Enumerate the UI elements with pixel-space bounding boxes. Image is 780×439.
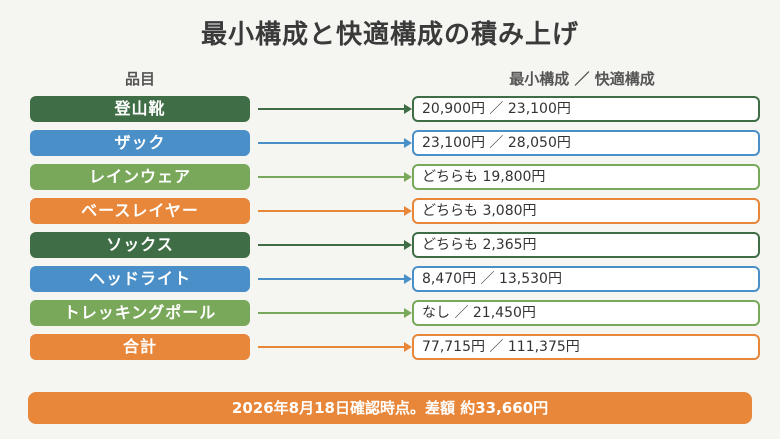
row-socks: ソックス どちらも 2,365円 (0, 232, 780, 258)
cost-value: 20,900円 ／ 23,100円 (412, 96, 760, 122)
item-label: トレッキングポール (30, 300, 250, 326)
arrow-connector (258, 104, 412, 114)
arrow-connector (258, 138, 412, 148)
cost-value: 8,470円 ／ 13,530円 (412, 266, 760, 292)
arrow-connector (258, 342, 412, 352)
cost-rows: 登山靴 20,900円 ／ 23,100円 ザック 23,100円 ／ 28,0… (0, 96, 780, 368)
row-headlight: ヘッドライト 8,470円 ／ 13,530円 (0, 266, 780, 292)
row-base-layer: ベースレイヤー どちらも 3,080円 (0, 198, 780, 224)
cost-value: 77,715円 ／ 111,375円 (412, 334, 760, 360)
item-label: ベースレイヤー (30, 198, 250, 224)
cost-value: 23,100円 ／ 28,050円 (412, 130, 760, 156)
cost-value: どちらも 2,365円 (412, 232, 760, 258)
cost-value: どちらも 3,080円 (412, 198, 760, 224)
arrow-connector (258, 206, 412, 216)
arrow-connector (258, 308, 412, 318)
arrow-connector (258, 274, 412, 284)
cost-value: どちらも 19,800円 (412, 164, 760, 190)
column-header-cost: 最小構成 ／ 快適構成 (509, 70, 655, 88)
item-label: 登山靴 (30, 96, 250, 122)
cost-value: なし ／ 21,450円 (412, 300, 760, 326)
row-total: 合計 77,715円 ／ 111,375円 (0, 334, 780, 360)
footer-note: 2026年8月18日確認時点。差額 約33,660円 (28, 392, 752, 424)
arrow-connector (258, 240, 412, 250)
row-trekking-pole: トレッキングポール なし ／ 21,450円 (0, 300, 780, 326)
row-rainwear: レインウェア どちらも 19,800円 (0, 164, 780, 190)
row-boots: 登山靴 20,900円 ／ 23,100円 (0, 96, 780, 122)
arrow-connector (258, 172, 412, 182)
item-label: 合計 (30, 334, 250, 360)
row-backpack: ザック 23,100円 ／ 28,050円 (0, 130, 780, 156)
item-label: ヘッドライト (30, 266, 250, 292)
column-header-item: 品目 (124, 70, 155, 88)
item-label: ザック (30, 130, 250, 156)
item-label: レインウェア (30, 164, 250, 190)
diagram-title: 最小構成と快適構成の積み上げ (200, 20, 579, 50)
item-label: ソックス (30, 232, 250, 258)
